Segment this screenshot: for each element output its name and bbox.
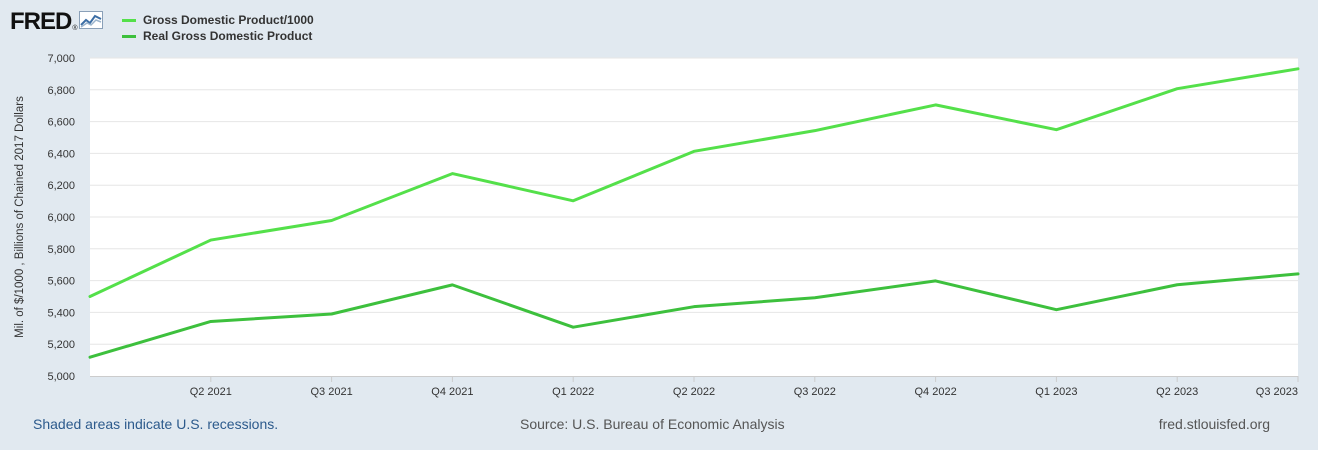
- fred-logo[interactable]: FRED ®: [10, 8, 103, 36]
- data-point: [451, 283, 454, 287]
- y-tick-label: 5,400: [47, 307, 75, 319]
- y-tick-label: 5,600: [47, 276, 75, 288]
- x-tick-label: Q4 2021: [431, 386, 473, 398]
- data-point: [813, 129, 816, 132]
- data-point: [692, 150, 696, 153]
- data-point: [330, 312, 333, 316]
- data-point: [1055, 308, 1058, 311]
- line-chart: 5,000 5,200 5,400 5,600 5,800 6,000 6,200 6,400…: [14, 53, 1300, 398]
- chart-legend: Gross Domestic Product/1000 Real Gross D…: [122, 12, 314, 44]
- line-chart-icon: [78, 10, 103, 34]
- x-tick-label: Q2 2022: [673, 386, 715, 398]
- y-tick-label: 6,000: [47, 212, 75, 224]
- y-tick-label: 6,400: [47, 148, 75, 160]
- x-tick-label: Q4 2022: [914, 386, 956, 398]
- data-point: [451, 172, 454, 175]
- data-point: [572, 199, 575, 202]
- y-tick-label: 5,200: [47, 339, 75, 351]
- data-point: [692, 305, 696, 308]
- legend-swatch-real-gdp: [122, 34, 136, 38]
- chart-header: FRED ® Gross Domestic Product/1000 Real …: [0, 0, 1318, 50]
- data-point: [209, 238, 212, 242]
- x-tick-label: Q3 2023: [1256, 386, 1298, 398]
- legend-label-nominal-gdp: Gross Domestic Product/1000: [143, 13, 314, 27]
- legend-item-nominal-gdp[interactable]: Gross Domestic Product/1000: [122, 12, 314, 28]
- registered-mark: ®: [72, 24, 78, 32]
- data-point: [934, 103, 937, 107]
- y-tick-label: 6,200: [47, 180, 75, 192]
- legend-item-real-gdp[interactable]: Real Gross Domestic Product: [122, 28, 314, 44]
- legend-label-real-gdp: Real Gross Domestic Product: [143, 29, 313, 43]
- x-tick-label: Q2 2021: [190, 386, 232, 398]
- x-tick-label: Q3 2021: [310, 386, 352, 398]
- data-point: [1296, 272, 1300, 276]
- x-tick-label: Q1 2023: [1035, 386, 1077, 398]
- recession-note: Shaded areas indicate U.S. recessions.: [33, 416, 279, 432]
- data-point: [330, 219, 333, 222]
- x-tick-label: Q3 2022: [794, 386, 836, 398]
- legend-swatch-nominal-gdp: [122, 18, 136, 22]
- y-tick-label: 6,600: [47, 117, 75, 129]
- source-note: Source: U.S. Bureau of Economic Analysis: [520, 416, 785, 432]
- data-point: [88, 356, 92, 359]
- site-link[interactable]: fred.stlouisfed.org: [1158, 416, 1270, 432]
- y-tick-label: 6,800: [47, 85, 75, 97]
- y-axis-title: Mil. of $/1000 , Billions of Chained 201…: [14, 96, 26, 338]
- data-point: [1176, 87, 1179, 90]
- y-tick-label: 7,000: [47, 53, 75, 65]
- data-point: [572, 325, 575, 329]
- data-point: [88, 295, 92, 298]
- data-point: [1296, 67, 1300, 71]
- x-tick-label: Q1 2022: [552, 386, 594, 398]
- data-point: [209, 320, 212, 323]
- x-tick-label: Q2 2023: [1156, 386, 1198, 398]
- data-point: [934, 279, 937, 283]
- data-point: [1176, 283, 1179, 286]
- logo-text: FRED: [10, 8, 72, 35]
- y-tick-label: 5,800: [47, 244, 75, 256]
- data-point: [813, 296, 816, 299]
- chart-footer: Shaded areas indicate U.S. recessions. S…: [0, 416, 1318, 436]
- data-point: [1055, 128, 1058, 131]
- y-tick-label: 5,000: [47, 371, 75, 383]
